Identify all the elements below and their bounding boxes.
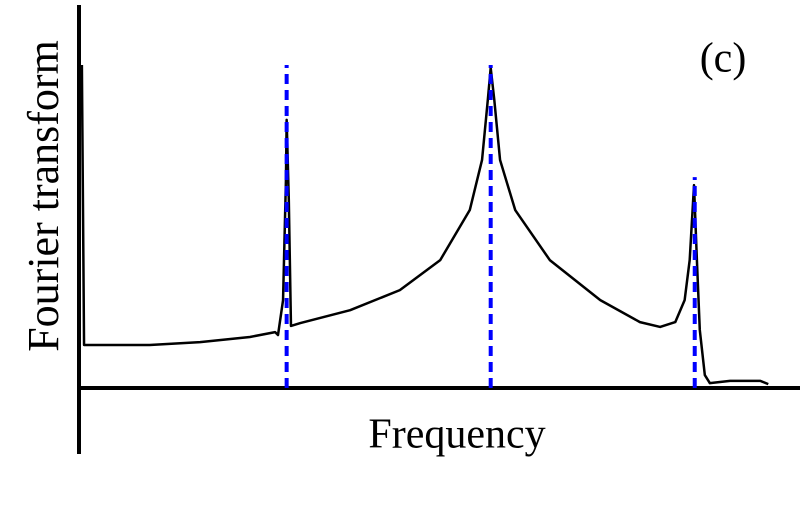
- y-axis-label: Fourier transform: [19, 40, 68, 352]
- curve: [80, 64, 769, 386]
- x-axis-label: Frequency: [368, 412, 545, 458]
- panel-label: (c): [700, 36, 747, 82]
